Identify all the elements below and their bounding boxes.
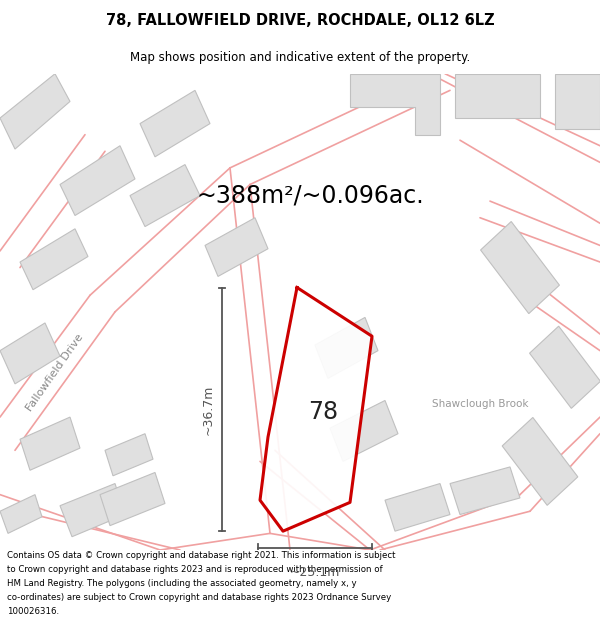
Polygon shape — [0, 494, 42, 533]
Polygon shape — [455, 74, 540, 118]
Polygon shape — [0, 74, 70, 149]
Polygon shape — [205, 217, 268, 276]
Text: co-ordinates) are subject to Crown copyright and database rights 2023 Ordnance S: co-ordinates) are subject to Crown copyr… — [7, 594, 391, 602]
Text: ~36.7m: ~36.7m — [202, 384, 215, 434]
Polygon shape — [315, 318, 378, 378]
Text: Contains OS data © Crown copyright and database right 2021. This information is : Contains OS data © Crown copyright and d… — [7, 551, 396, 561]
Text: 78, FALLOWFIELD DRIVE, ROCHDALE, OL12 6LZ: 78, FALLOWFIELD DRIVE, ROCHDALE, OL12 6L… — [106, 13, 494, 28]
Polygon shape — [330, 401, 398, 461]
Text: Map shows position and indicative extent of the property.: Map shows position and indicative extent… — [130, 51, 470, 64]
Polygon shape — [140, 91, 210, 157]
Polygon shape — [105, 434, 153, 476]
Text: 100026316.: 100026316. — [7, 608, 59, 616]
Polygon shape — [555, 74, 600, 129]
Polygon shape — [20, 229, 88, 290]
Polygon shape — [385, 484, 450, 531]
Polygon shape — [100, 472, 165, 526]
Text: to Crown copyright and database rights 2023 and is reproduced with the permissio: to Crown copyright and database rights 2… — [7, 566, 383, 574]
Text: ~388m²/~0.096ac.: ~388m²/~0.096ac. — [196, 184, 424, 208]
Text: ~25.1m: ~25.1m — [290, 566, 340, 579]
Text: 78: 78 — [308, 399, 338, 424]
Polygon shape — [60, 146, 135, 216]
Polygon shape — [481, 221, 559, 314]
Text: HM Land Registry. The polygons (including the associated geometry, namely x, y: HM Land Registry. The polygons (includin… — [7, 579, 357, 589]
Polygon shape — [260, 288, 372, 531]
Polygon shape — [130, 164, 200, 227]
Polygon shape — [20, 417, 80, 470]
Text: Shawclough Brook: Shawclough Brook — [432, 399, 528, 409]
Polygon shape — [530, 326, 600, 408]
Polygon shape — [450, 467, 520, 514]
Polygon shape — [502, 418, 578, 506]
Text: Fallowfield Drive: Fallowfield Drive — [25, 332, 85, 413]
Polygon shape — [0, 323, 60, 384]
Polygon shape — [350, 74, 440, 134]
Polygon shape — [60, 484, 125, 537]
